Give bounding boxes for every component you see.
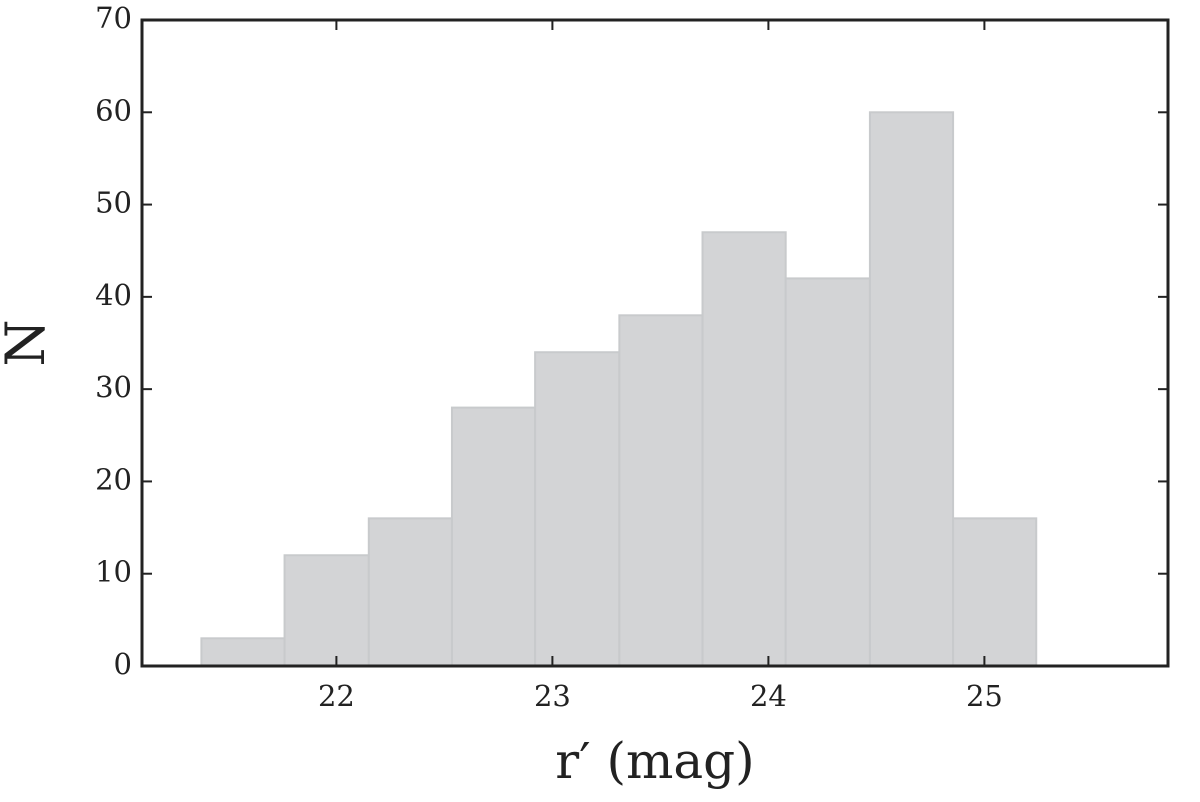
x-tick-label: 22 — [318, 679, 355, 713]
bar — [701, 231, 787, 667]
y-tick-label: 70 — [95, 1, 132, 35]
y-tick-label: 0 — [114, 647, 132, 681]
x-tick-label: 24 — [750, 679, 787, 713]
bar — [784, 277, 871, 667]
y-tick-label: 40 — [95, 278, 132, 312]
bar — [534, 351, 621, 667]
y-tick-label: 50 — [95, 186, 132, 220]
y-axis-label: N — [0, 319, 57, 366]
bar — [868, 111, 955, 668]
x-tick-label: 23 — [534, 679, 571, 713]
y-tick-label: 10 — [95, 555, 132, 589]
y-tick-label: 30 — [95, 370, 132, 404]
y-tick-label: 60 — [95, 93, 132, 127]
x-tick-label: 25 — [966, 679, 1003, 713]
bar — [367, 517, 453, 667]
y-tick-label: 20 — [95, 462, 132, 496]
x-axis-label: r′ (mag) — [555, 732, 754, 790]
bar — [952, 517, 1038, 667]
bar — [283, 554, 370, 667]
bar — [450, 406, 537, 667]
bar — [200, 637, 286, 667]
bar — [618, 314, 704, 667]
plot-frame — [140, 18, 1170, 668]
